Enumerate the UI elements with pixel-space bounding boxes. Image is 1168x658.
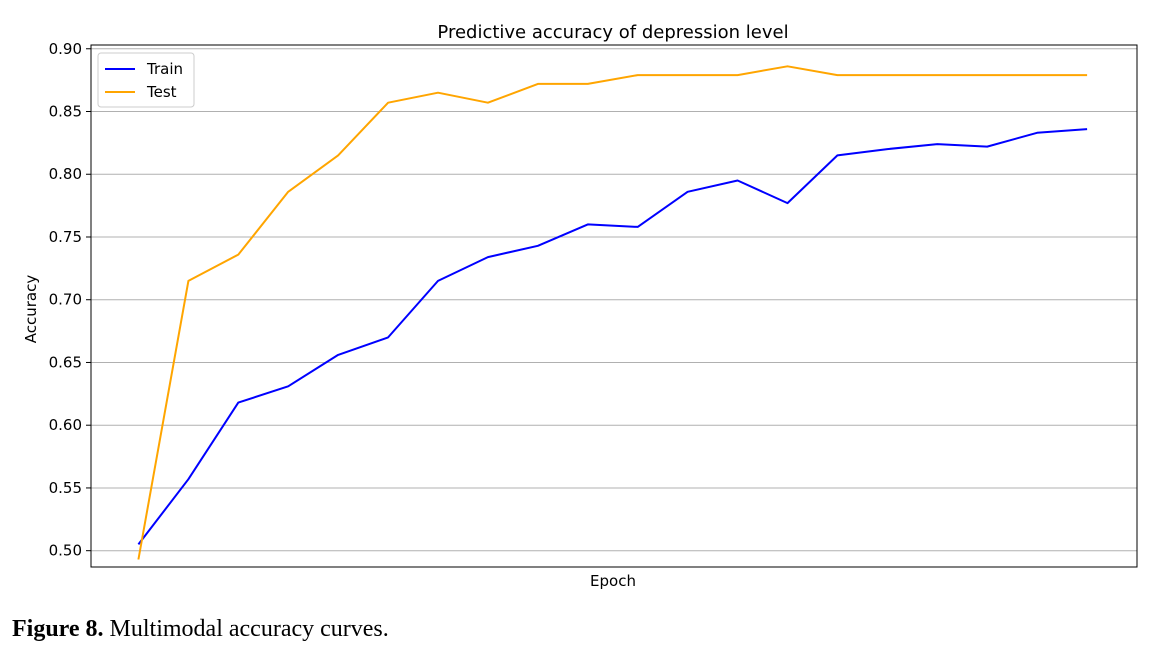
legend-label-test: Test: [146, 83, 177, 101]
series-lines: [137, 65, 1088, 560]
y-axis-label: Accuracy: [22, 275, 40, 344]
series-line-test: [137, 65, 1088, 560]
legend-box: [97, 52, 195, 108]
accuracy-line-chart: Predictive accuracy of depression level …: [22, 22, 1138, 590]
chart-title: Predictive accuracy of depression level: [437, 22, 788, 43]
gridlines: [91, 48, 1137, 552]
y-tick-label: 0.70: [49, 291, 82, 309]
y-tick-label: 0.50: [49, 542, 82, 560]
y-tick-label: 0.65: [49, 353, 82, 371]
x-axis-label: Epoch: [590, 572, 636, 590]
series-line-train: [137, 128, 1088, 546]
y-tick-label: 0.90: [49, 40, 82, 58]
legend-label-train: Train: [146, 60, 183, 78]
y-axis: 0.50 0.55 0.60 0.65 0.70 0.75 0.80 0.85 0.90: [49, 40, 91, 560]
legend: Train Test: [97, 52, 195, 108]
figure-caption: Figure 8. Multimodal accuracy curves.: [12, 616, 389, 643]
y-tick-label: 0.85: [49, 103, 82, 121]
caption-text: Multimodal accuracy curves.: [103, 616, 389, 642]
y-tick-label: 0.60: [49, 416, 82, 434]
y-tick-label: 0.55: [49, 479, 82, 497]
y-tick-label: 0.75: [49, 228, 82, 246]
plot-frame: [90, 44, 1138, 568]
caption-label: Figure 8.: [12, 616, 104, 642]
y-tick-label: 0.80: [49, 165, 82, 183]
